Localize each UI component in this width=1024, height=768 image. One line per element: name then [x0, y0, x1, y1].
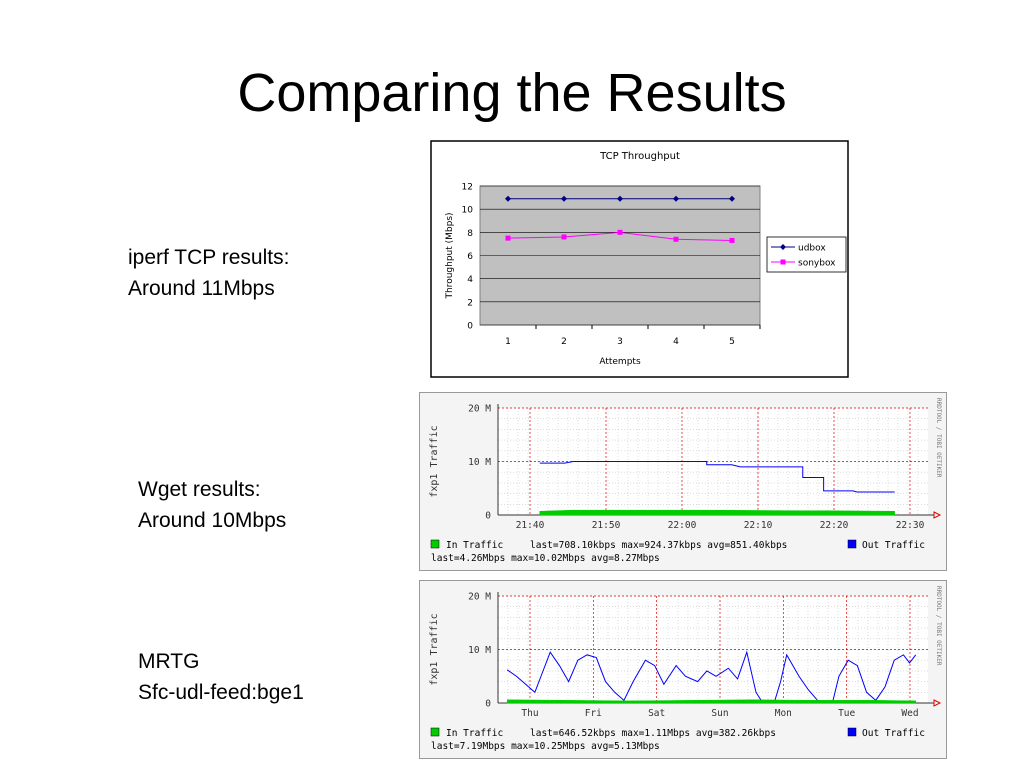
in-traffic-label: In Traffic: [446, 540, 503, 551]
data-point-sonybox: [561, 234, 567, 240]
y-axis-label: fxp1 Traffic: [429, 613, 440, 685]
legend-box: [766, 236, 847, 273]
in-traffic-stats: last=646.52kbps max=1.11Mbps avg=382.26k…: [530, 728, 776, 739]
y-tick-label: 20 M: [468, 404, 491, 415]
in-traffic-label: In Traffic: [446, 728, 503, 739]
y-tick-label: 4: [467, 275, 473, 285]
x-tick-label: 22:00: [668, 520, 697, 531]
data-point-sonybox: [673, 236, 679, 242]
y-tick-label: 0: [485, 699, 491, 710]
x-axis-arrow: [933, 511, 942, 519]
legend-marker: [780, 244, 786, 250]
watermark: RRDTOOL / TOBI OETIKER: [935, 586, 942, 666]
y-tick-label: 10 M: [468, 645, 491, 656]
caption-mrtg-line2: Sfc-udl-feed:bge1: [138, 681, 304, 704]
x-tick-label: 22:30: [896, 520, 925, 531]
graph-plot: 0 10 M 20 M 21:40 21:50 22:00 22:10 22:20 22:30 f…: [429, 398, 942, 564]
y-tick-label: 0: [485, 511, 491, 522]
mrtg-weekly-graph: 0 10 M 20 M Thu Fri Sat Sun Mon Tue Wed fxp1 Traff…: [419, 580, 947, 759]
in-traffic-area: [539, 509, 895, 516]
x-tick-label: 3: [617, 337, 623, 347]
x-tick-label: Wed: [901, 708, 918, 719]
y-axis-label: Throughput (Mbps): [445, 212, 455, 299]
x-tick-label: 22:10: [744, 520, 773, 531]
x-tick-label: Thu: [521, 708, 538, 719]
in-traffic-area: [506, 699, 916, 704]
out-traffic-stats: last=7.19Mbps max=10.25Mbps avg=5.13Mbps: [431, 741, 660, 752]
x-tick-label: 22:20: [820, 520, 849, 531]
x-tick-label: 4: [673, 337, 679, 347]
out-traffic-swatch: [847, 539, 857, 549]
y-tick-label: 6: [467, 252, 473, 262]
caption-wget-line1: Wget results:: [138, 478, 261, 501]
x-tick-label: 21:40: [516, 520, 545, 531]
x-tick-label: Tue: [838, 708, 855, 719]
caption-iperf-line2: Around 11Mbps: [128, 277, 275, 300]
out-traffic-stats: last=4.26Mbps max=10.02Mbps avg=8.27Mbps: [431, 553, 660, 564]
y-tick-label: 10 M: [468, 457, 491, 468]
x-axis-arrow: [933, 699, 942, 707]
caption-mrtg-line1: MRTG: [138, 650, 200, 673]
plot-background: [498, 596, 928, 703]
y-tick-label: 0: [467, 322, 473, 332]
caption-mrtg: MRTG Sfc-udl-feed:bge1: [138, 646, 304, 708]
mrtg-wget-graph: 0 10 M 20 M 21:40 21:50 22:00 22:10 22:20 22:30 f…: [419, 392, 947, 571]
graph-plot: 0 10 M 20 M Thu Fri Sat Sun Mon Tue Wed fxp1 Traff…: [429, 586, 942, 752]
legend-marker: [780, 259, 786, 265]
y-tick-label: 12: [462, 183, 473, 193]
plot-background: [498, 408, 928, 515]
out-traffic-line: [506, 650, 917, 703]
in-traffic-swatch: [430, 539, 440, 549]
y-tick-label: 2: [467, 298, 473, 308]
x-tick-label: Sun: [711, 708, 728, 719]
x-tick-label: 5: [729, 337, 735, 347]
x-tick-label: 1: [505, 337, 511, 347]
in-traffic-swatch: [430, 727, 440, 737]
x-tick-label: Sat: [648, 708, 665, 719]
caption-wget: Wget results: Around 10Mbps: [138, 474, 286, 536]
out-traffic-swatch: [847, 727, 857, 737]
data-point-udbox: [673, 195, 679, 202]
chart-title: TCP Throughput: [599, 151, 680, 162]
y-tick-label: 8: [467, 229, 473, 239]
legend-label: sonybox: [798, 259, 836, 269]
legend-label: udbox: [798, 244, 826, 254]
out-traffic-label: Out Traffic: [862, 540, 925, 551]
data-point-udbox: [505, 195, 511, 202]
x-tick-label: 21:50: [592, 520, 621, 531]
x-axis-label: Attempts: [599, 357, 641, 367]
y-axis-label: fxp1 Traffic: [429, 425, 440, 497]
caption-iperf: iperf TCP results: Around 11Mbps: [128, 242, 289, 304]
caption-wget-line2: Around 10Mbps: [138, 509, 287, 532]
caption-iperf-line1: iperf TCP results:: [128, 246, 290, 269]
slide-title: Comparing the Results: [237, 63, 787, 123]
out-traffic-label: Out Traffic: [862, 728, 925, 739]
data-point-sonybox: [729, 237, 735, 243]
data-point-udbox: [561, 195, 567, 202]
data-point-sonybox: [505, 235, 511, 241]
in-traffic-stats: last=708.10kbps max=924.37kbps avg=851.4…: [530, 540, 787, 551]
data-point-sonybox: [617, 229, 623, 235]
data-point-udbox: [617, 195, 623, 202]
y-tick-label: 10: [462, 206, 474, 216]
x-tick-label: Fri: [585, 708, 602, 719]
y-tick-label: 20 M: [468, 592, 491, 603]
watermark: RRDTOOL / TOBI OETIKER: [935, 398, 942, 478]
x-tick-label: Mon: [775, 708, 792, 719]
data-point-udbox: [729, 195, 735, 202]
out-traffic-line: [539, 461, 895, 493]
x-tick-label: 2: [561, 337, 567, 347]
